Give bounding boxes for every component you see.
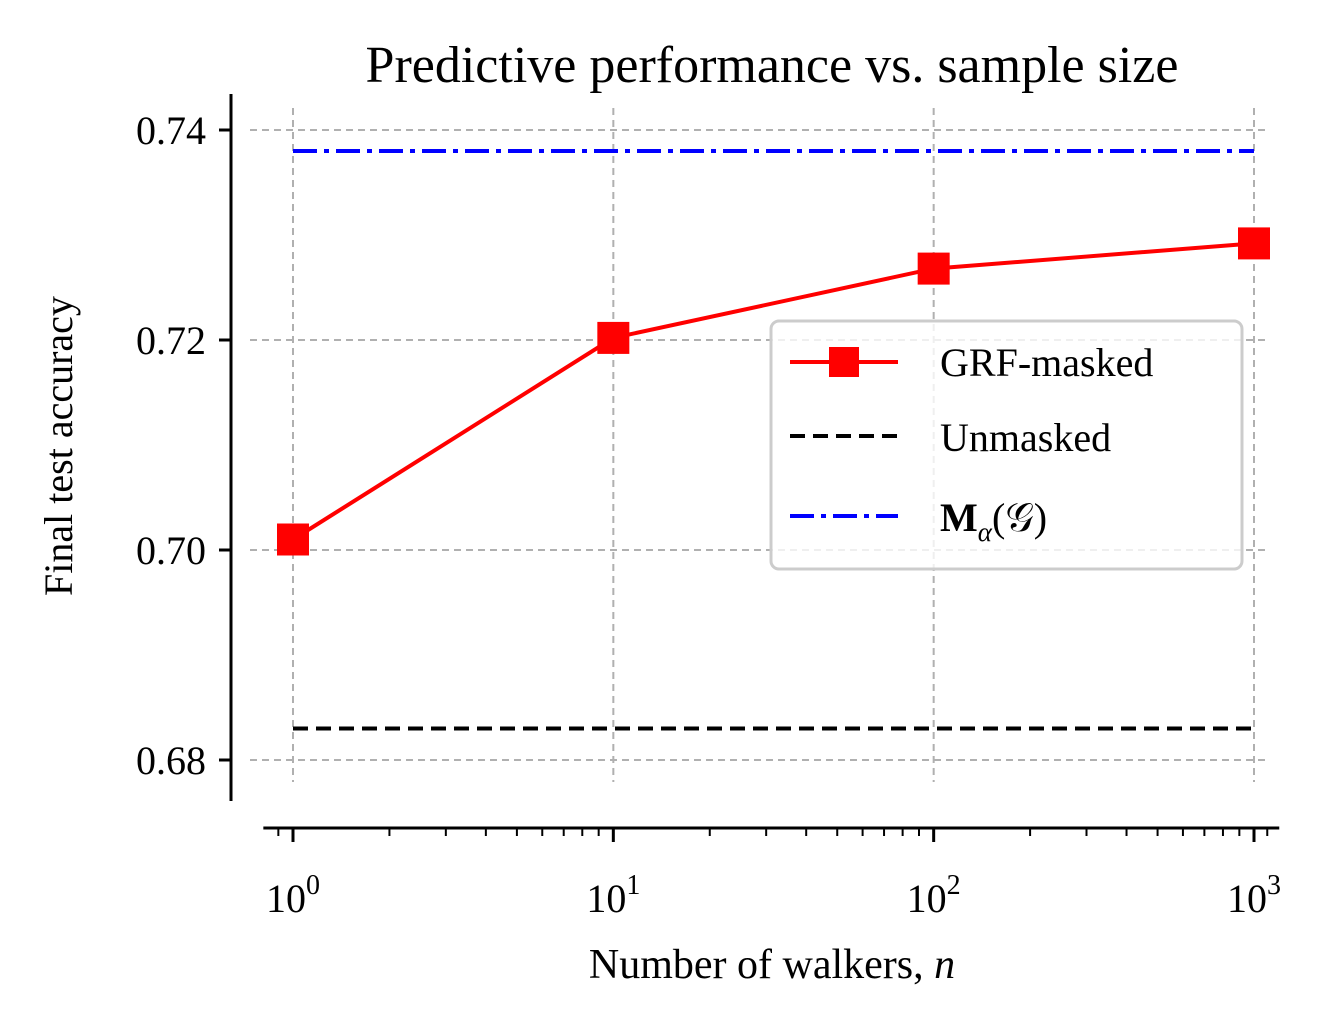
x-tick-label-exponent: 2 [947,870,961,901]
data-point-grf-masked [917,252,950,285]
x-tick-label: 100 [266,870,320,921]
series-layer [277,149,1270,731]
x-tick-label-exponent: 1 [626,870,640,901]
series-line-grf-masked [291,241,1255,542]
data-point-grf-masked [277,523,309,556]
y-tick-label: 0.70 [136,528,206,573]
y-axis-label: Final test accuracy [36,296,81,596]
x-tick-label-base: 10 [1227,876,1267,921]
y-tick-label: 0.68 [136,738,206,783]
x-tick-label: 102 [907,870,961,921]
x-axis: 100 101 102 103 [263,826,1281,921]
x-tick-label-base: 10 [586,876,626,921]
x-axis-label-text: Number of walkers, [589,942,934,988]
legend-frame [769,319,1244,571]
x-tick-label-exponent: 0 [306,870,320,901]
y-tick-label: 0.74 [136,108,206,153]
data-point-grf-masked [1238,227,1270,260]
legend-label-m-alpha-g: Mα(𝒢) [940,495,1047,547]
x-axis-label-variable: n [934,942,955,988]
legend-entry-grf-masked: GRF-masked [790,340,1153,385]
x-tick-label: 103 [1227,870,1281,921]
chart-title: Predictive performance vs. sample size [366,37,1179,94]
x-tick-label-base: 10 [907,876,947,921]
x-tick-label: 101 [586,870,640,921]
legend: GRF-masked Unmasked Mα(𝒢) [769,319,1244,571]
legend-label-m: M [940,495,978,540]
data-point-grf-masked [597,321,630,354]
legend-label-g: (𝒢) [992,495,1047,540]
legend-label-alpha: α [978,517,993,547]
legend-label-grf-masked: GRF-masked [940,340,1153,385]
legend-marker-grf-masked [829,347,859,377]
y-axis: 0.68 0.70 0.72 0.74 [136,94,233,801]
legend-entry-m-alpha-g: Mα(𝒢) [790,495,1047,547]
x-tick-label-exponent: 3 [1267,870,1281,901]
x-tick-label-base: 10 [266,876,306,921]
legend-label-unmasked: Unmasked [940,415,1111,460]
y-tick-label: 0.72 [136,318,206,363]
x-axis-label: Number of walkers, n [589,942,955,988]
legend-entry-unmasked: Unmasked [790,415,1111,460]
